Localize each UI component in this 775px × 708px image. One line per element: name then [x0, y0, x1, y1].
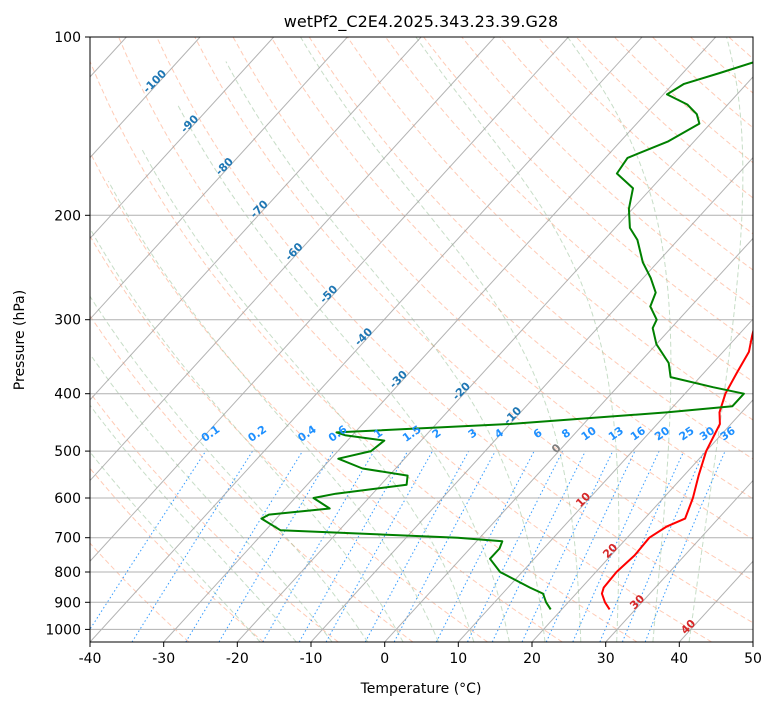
dry-adiabat: [308, 37, 753, 460]
mixing-ratio-line: [393, 450, 496, 642]
mixing-ratio-line: [621, 450, 705, 642]
plot-frame: [89, 36, 754, 643]
dry-adiabat: [385, 37, 753, 383]
x-tick-label: -30: [152, 651, 175, 667]
dry-adiabat: [232, 37, 753, 540]
mixing-ratio-line: [131, 450, 254, 642]
background-lines: [90, 37, 753, 642]
mixing-ratio-line: [599, 450, 685, 642]
moist-adiabat: [177, 104, 510, 642]
mixing-ratio-line: [185, 450, 304, 642]
chart-title: wetPf2_C2E4.2025.343.23.39.G28: [284, 12, 558, 32]
moist-adiabat: [141, 149, 475, 642]
x-axis-label: Temperature (°C): [360, 681, 482, 697]
moist-adiabat: [90, 451, 261, 642]
isotherm-line: [90, 37, 275, 240]
y-tick-label: 300: [54, 313, 81, 329]
dry-adiabat: [90, 60, 638, 642]
y-tick-label: 400: [54, 387, 81, 403]
dry-adiabat: [156, 37, 753, 624]
mixing-ratio-line: [325, 450, 433, 642]
x-tick-label: -10: [300, 651, 323, 667]
moist-adiabat: [90, 227, 404, 642]
dry-adiabat: [423, 37, 753, 345]
isotherm-line: [90, 37, 569, 562]
x-tick-label: 30: [597, 651, 615, 667]
isotherm-line: [90, 37, 201, 159]
moist-adiabat: [688, 37, 744, 642]
y-tick-label: 700: [54, 531, 81, 547]
mixing-ratio-line: [467, 450, 564, 642]
moist-adiabat: [90, 353, 333, 642]
x-tick-label: 20: [523, 651, 541, 667]
dry-adiabat: [118, 37, 712, 642]
isotherm-line: [163, 37, 717, 642]
dry-adiabat: [90, 151, 563, 642]
dry-adiabat: [270, 37, 753, 500]
y-tick-label: 600: [54, 491, 81, 507]
temperature-profile: [600, 328, 753, 610]
x-tick-label: 40: [670, 651, 688, 667]
dry-adiabat: [194, 37, 753, 582]
isotherm-line: [90, 37, 643, 642]
isotherm-line: [90, 37, 496, 482]
dewpoint-profile: [260, 61, 753, 610]
x-tick-label: -40: [79, 651, 102, 667]
mixing-ratio-line: [572, 450, 660, 642]
moist-adiabat: [90, 404, 297, 642]
isotherm-line: [531, 399, 753, 642]
moist-adiabat: [567, 37, 672, 642]
x-tick-label: 10: [449, 651, 467, 667]
isotherm-line: [457, 318, 753, 642]
moist-adiabat: [90, 295, 369, 642]
y-tick-label: 800: [54, 565, 81, 581]
isotherm-line: [384, 237, 753, 642]
x-tick-label: 50: [744, 651, 762, 667]
isotherm-line: [90, 37, 422, 401]
mixing-ratio-line: [90, 450, 207, 631]
mixing-ratio-line: [364, 450, 470, 642]
axes: -40 -30 -20 -10 0 10 20 30 40 50 100 200 300 400 500 60…: [45, 30, 762, 667]
isotherm-line: [605, 479, 753, 642]
y-tick-label: 1000: [45, 622, 81, 638]
isotherm-line: [310, 156, 753, 642]
y-tick-label: 100: [54, 30, 81, 46]
isotherm-line: [90, 37, 348, 320]
x-tick-label: 0: [380, 651, 389, 667]
data-series: [260, 61, 753, 610]
y-tick-label: 500: [54, 444, 81, 460]
moist-adiabat: [225, 61, 546, 642]
y-axis-label: Pressure (hPa): [12, 290, 28, 390]
isotherm-line: [236, 76, 753, 642]
y-tick-label: 900: [54, 595, 81, 611]
y-tick-label: 200: [54, 208, 81, 224]
x-tick-label: -20: [226, 651, 249, 667]
